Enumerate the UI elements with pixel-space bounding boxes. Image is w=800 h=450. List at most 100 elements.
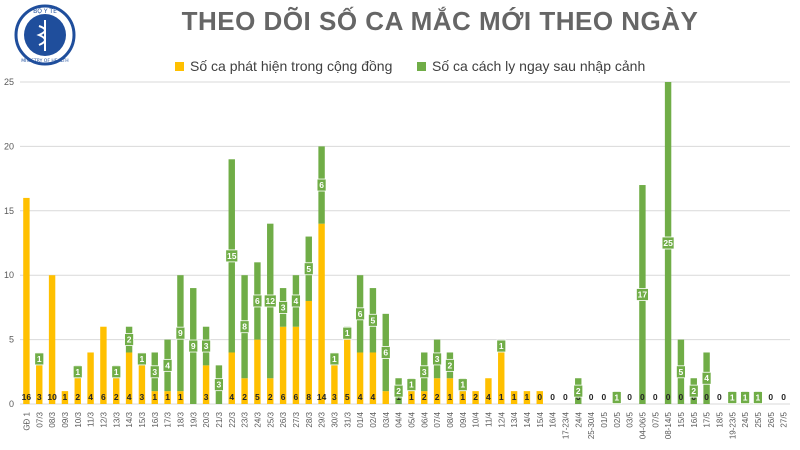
data-label-quarantine-bg	[111, 365, 122, 379]
data-label-quarantine-bg	[406, 378, 417, 392]
data-label-quarantine: 1	[743, 393, 748, 403]
data-label-community: 6	[101, 392, 106, 402]
x-tick-label: 04/4	[395, 411, 404, 427]
x-tick-label: 08/4	[446, 411, 455, 427]
x-tick-label: 25-30/4	[587, 411, 596, 439]
data-label-quarantine-bg	[34, 352, 45, 366]
bar-community	[138, 365, 146, 404]
data-label-community: 14	[317, 392, 327, 402]
data-label-quarantine: 2	[691, 386, 696, 396]
legend-community: Số ca phát hiện trong cộng đồng	[175, 58, 392, 74]
data-label-community: 1	[409, 392, 414, 402]
bar-community	[36, 365, 43, 404]
legend-community-label: Số ca phát hiện trong cộng đồng	[190, 58, 393, 74]
bar-community	[318, 223, 325, 404]
data-label-quarantine: 1	[345, 328, 350, 338]
x-tick-label: 16/3	[151, 411, 160, 427]
data-label-community: 1	[512, 392, 517, 402]
data-label-quarantine-bg	[432, 352, 442, 366]
data-label-quarantine: 9	[178, 328, 183, 338]
data-label-quarantine-bg	[316, 178, 327, 192]
bar-community	[485, 378, 492, 404]
bar-community	[23, 197, 30, 404]
data-label-quarantine-bg	[149, 365, 160, 379]
data-label-quarantine: 1	[409, 380, 414, 390]
x-tick-label: 20/3	[202, 411, 211, 427]
data-label-community: 1	[448, 392, 453, 402]
data-label-community: 0	[550, 392, 555, 402]
bar-community	[279, 326, 287, 404]
x-tick-label: 04-06/5	[638, 411, 647, 439]
x-tick-label: 05/4	[407, 411, 416, 427]
data-label-community: 2	[435, 392, 440, 402]
data-label-quarantine-bg	[137, 352, 147, 366]
data-label-quarantine-bg	[72, 365, 83, 379]
data-label-quarantine-bg	[225, 249, 239, 263]
x-tick-label: 23/3	[241, 411, 250, 427]
bar-community	[421, 391, 428, 404]
bar-community	[369, 352, 377, 404]
data-label-quarantine: 9	[191, 341, 196, 351]
x-tick-label: 09/4	[459, 411, 468, 427]
x-tick-label: 12/3	[99, 411, 108, 427]
bar-community	[356, 352, 364, 404]
y-tick-label: 5	[9, 335, 14, 345]
y-tick-label: 15	[4, 206, 14, 216]
legend-quarantine: Số ca cách ly ngay sau nhập cảnh	[417, 58, 645, 74]
data-label-quarantine: 12	[266, 296, 276, 306]
data-label-quarantine: 1	[730, 393, 735, 403]
x-tick-label: 09/3	[61, 411, 70, 427]
data-label-quarantine-bg	[239, 320, 250, 334]
data-label-community: 0	[768, 392, 773, 402]
data-label-quarantine: 17	[638, 290, 648, 300]
data-label-community: 0	[563, 392, 568, 402]
bar-community	[48, 275, 56, 404]
bar-community	[61, 391, 69, 404]
x-tick-label: 31/3	[343, 411, 352, 427]
data-label-community: 3	[37, 392, 42, 402]
data-label-quarantine-bg	[329, 352, 340, 366]
x-tick-label: 24/5	[741, 411, 750, 427]
x-tick-label: 27/5	[780, 411, 789, 427]
data-label-quarantine: 25	[663, 238, 673, 248]
data-label-quarantine-bg	[124, 333, 134, 347]
x-tick-label: 18/3	[176, 411, 185, 427]
x-tick-label: 03/5	[626, 411, 635, 427]
data-label-quarantine-bg	[445, 358, 455, 372]
x-tick-label: 27/3	[292, 411, 301, 427]
bar-community	[382, 391, 389, 404]
data-label-community: 2	[75, 392, 80, 402]
data-label-community: 5	[345, 392, 350, 402]
data-label-quarantine: 3	[435, 354, 440, 364]
data-label-quarantine-bg	[419, 365, 430, 379]
data-label-quarantine: 2	[396, 386, 401, 396]
bar-community	[74, 378, 81, 404]
data-label-quarantine: 1	[756, 393, 761, 403]
data-label-quarantine: 3	[152, 367, 157, 377]
logo-top-text: BỘ Y TẾ	[33, 7, 57, 15]
legend-quarantine-label: Số ca cách ly ngay sau nhập cảnh	[432, 58, 646, 74]
data-label-community: 2	[114, 392, 119, 402]
x-tick-label: 19/3	[189, 411, 198, 427]
y-tick-label: 0	[9, 399, 14, 409]
data-label-quarantine: 3	[422, 367, 427, 377]
legend-community-swatch	[175, 61, 184, 71]
data-label-quarantine-bg	[380, 346, 391, 359]
data-label-quarantine-bg	[303, 262, 314, 276]
x-tick-label: 16/5	[690, 411, 699, 427]
data-label-quarantine-bg	[573, 384, 584, 398]
data-label-community: 0	[589, 392, 594, 402]
x-tick-label: 10/3	[74, 411, 83, 427]
data-label-community: 1	[525, 392, 530, 402]
data-label-quarantine-bg	[162, 358, 173, 372]
data-label-community: 0	[537, 392, 542, 402]
x-tick-label: 02/5	[613, 411, 622, 427]
data-label-community: 6	[281, 392, 286, 402]
x-tick-label: 24/3	[253, 411, 262, 427]
data-label-community: 4	[371, 392, 376, 402]
x-tick-label: 26/3	[279, 411, 288, 427]
x-tick-label: 17-23/4	[561, 411, 570, 439]
data-label-community: 0	[704, 392, 709, 402]
data-label-community: 2	[422, 392, 427, 402]
x-tick-label: 15/3	[138, 411, 147, 427]
